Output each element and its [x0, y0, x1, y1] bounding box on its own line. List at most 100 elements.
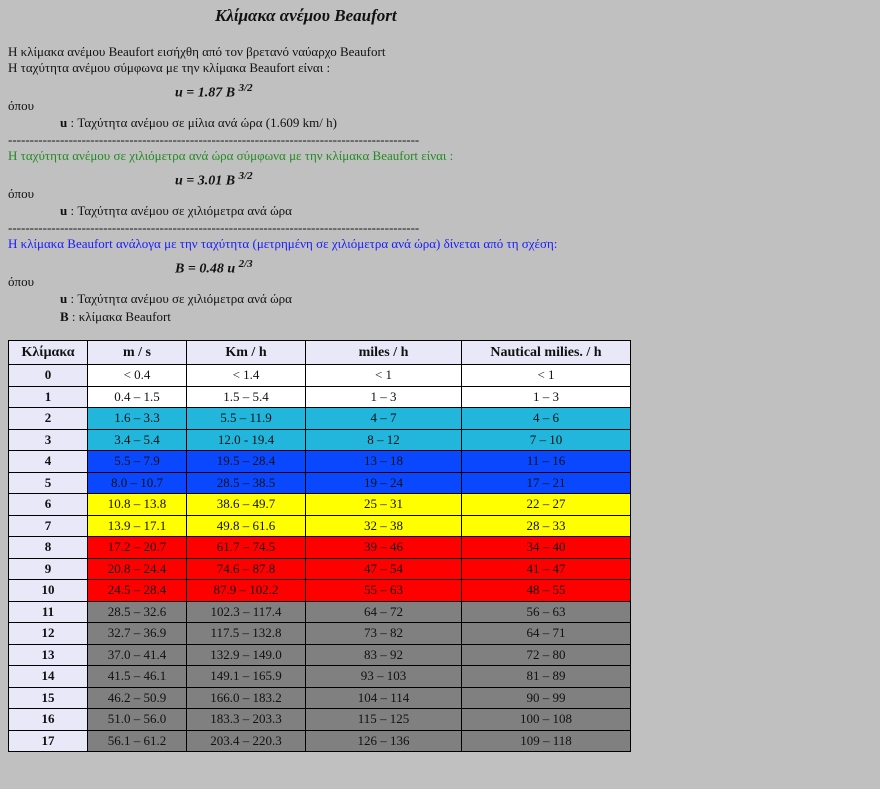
- definition-symbol: u: [60, 291, 68, 306]
- range-cell: 102.3 – 117.4: [186, 600, 306, 623]
- range-cell: 1.5 – 5.4: [186, 385, 306, 408]
- range-cell: 10.8 – 13.8: [87, 493, 187, 516]
- range-cell: 38.6 – 49.7: [186, 493, 306, 516]
- table-body: 0 < 0.4 < 1.4 < 1 < 1 1 0.4 – 1.5 1.5 – 5.4 1 – …: [8, 364, 631, 752]
- range-cell: 104 – 114: [305, 686, 462, 709]
- range-cell: 32.7 – 36.9: [87, 622, 187, 645]
- range-cell: 72 – 80: [461, 643, 631, 666]
- range-cell: 126 – 136: [305, 729, 462, 752]
- formula-text: u = 1.87 B: [175, 85, 236, 101]
- table-row: 8 17.2 – 20.7 61.7 – 74.5 39 – 46 34 – 40: [8, 536, 631, 559]
- range-cell: 51.0 – 56.0: [87, 708, 187, 731]
- table-row: 14 41.5 – 46.1 149.1 – 165.9 93 – 103 81 – 8…: [8, 665, 631, 688]
- range-cell: 8.0 – 10.7: [87, 471, 187, 494]
- definition-symbol: B: [60, 309, 69, 324]
- intro-line: Η ταχύτητα ανέμου σύμφωνα με την κλίμακα…: [8, 60, 331, 75]
- range-cell: 20.8 – 24.4: [87, 557, 187, 580]
- range-cell: 90 – 99: [461, 686, 631, 709]
- range-cell: 56.1 – 61.2: [87, 729, 187, 752]
- table-row: 3 3.4 – 5.4 12.0 - 19.4 8 – 12 7 – 10: [8, 428, 631, 451]
- scale-cell: 2: [8, 407, 88, 430]
- table-row: 7 13.9 – 17.1 49.8 – 61.6 32 – 38 28 – 33: [8, 514, 631, 537]
- column-header: Km / h: [186, 340, 306, 365]
- range-cell: 17.2 – 20.7: [87, 536, 187, 559]
- range-cell: 4 – 7: [305, 407, 462, 430]
- header-row: Κλίμακα m / s Km / h miles / h Nautical mili…: [8, 340, 631, 365]
- table-row: 12 32.7 – 36.9 117.5 – 132.8 73 – 82 64 – 71: [8, 622, 631, 645]
- table-row: 5 8.0 – 10.7 28.5 – 38.5 19 – 24 17 – 21: [8, 471, 631, 494]
- scale-cell: 1: [8, 385, 88, 408]
- range-cell: 34 – 40: [461, 536, 631, 559]
- range-cell: 117.5 – 132.8: [186, 622, 306, 645]
- definition-text: : Ταχύτητα ανέμου σε χιλιόμετρα ανά ώρα: [67, 203, 292, 218]
- definition-symbol: u: [60, 115, 68, 130]
- document: Κλίμακα ανέμου Beaufort Η κλίμακα ανέμου…: [8, 6, 872, 752]
- range-cell: 87.9 – 102.2: [186, 579, 306, 602]
- scale-cell: 9: [8, 557, 88, 580]
- scale-cell: 7: [8, 514, 88, 537]
- definition: B : κλίμακα Beaufort: [8, 308, 872, 326]
- range-cell: 13 – 18: [305, 450, 462, 473]
- range-cell: 1.6 – 3.3: [87, 407, 187, 430]
- column-header: Nautical milies. / h: [461, 340, 631, 365]
- scale-cell: 16: [8, 708, 88, 731]
- definition-symbol: u: [60, 203, 68, 218]
- section-lead: Η ταχύτητα ανέμου σε χιλιόμετρα ανά ώρα …: [8, 148, 454, 163]
- range-cell: 17 – 21: [461, 471, 631, 494]
- table-row: 9 20.8 – 24.4 74.6 – 87.8 47 – 54 41 – 47: [8, 557, 631, 580]
- definition: u : Ταχύτητα ανέμου σε μίλια ανά ώρα (1.…: [8, 114, 872, 132]
- table-row: 6 10.8 – 13.8 38.6 – 49.7 25 – 31 22 – 27: [8, 493, 631, 516]
- range-cell: 19.5 – 28.4: [186, 450, 306, 473]
- beaufort-table: Κλίμακα m / s Km / h miles / h Nautical mili…: [8, 340, 631, 752]
- title: Κλίμακα ανέμου Beaufort: [215, 6, 397, 25]
- range-cell: 61.7 – 74.5: [186, 536, 306, 559]
- intro-line: Η κλίμακα ανέμου Beaufort εισήχθη από το…: [8, 44, 386, 59]
- range-cell: 8 – 12: [305, 428, 462, 451]
- range-cell: 25 – 31: [305, 493, 462, 516]
- range-cell: < 1.4: [186, 364, 306, 387]
- range-cell: < 1: [461, 364, 631, 387]
- range-cell: 74.6 – 87.8: [186, 557, 306, 580]
- range-cell: 166.0 – 183.2: [186, 686, 306, 709]
- range-cell: 55 – 63: [305, 579, 462, 602]
- formula-text: u = 3.01 B: [175, 173, 236, 189]
- table-row: 16 51.0 – 56.0 183.3 – 203.3 115 – 125 100 –…: [8, 708, 631, 731]
- range-cell: 3.4 – 5.4: [87, 428, 187, 451]
- formula: u = 3.01 B 3/2: [8, 164, 872, 189]
- range-cell: 12.0 - 19.4: [186, 428, 306, 451]
- separator: ----------------------------------------…: [8, 132, 420, 147]
- range-cell: 48 – 55: [461, 579, 631, 602]
- range-cell: 132.9 – 149.0: [186, 643, 306, 666]
- range-cell: 0.4 – 1.5: [87, 385, 187, 408]
- range-cell: 41.5 – 46.1: [87, 665, 187, 688]
- range-cell: 39 – 46: [305, 536, 462, 559]
- separator: ----------------------------------------…: [8, 220, 420, 235]
- where-label: όπου: [8, 98, 34, 113]
- formula-exponent: 3/2: [238, 82, 253, 94]
- scale-cell: 14: [8, 665, 88, 688]
- range-cell: 56 – 63: [461, 600, 631, 623]
- scale-cell: 10: [8, 579, 88, 602]
- scale-cell: 8: [8, 536, 88, 559]
- range-cell: 81 – 89: [461, 665, 631, 688]
- range-cell: 183.3 – 203.3: [186, 708, 306, 731]
- formula-text: B = 0.48 u: [175, 261, 236, 277]
- scale-cell: 4: [8, 450, 88, 473]
- scale-cell: 3: [8, 428, 88, 451]
- scale-cell: 6: [8, 493, 88, 516]
- scale-cell: 0: [8, 364, 88, 387]
- range-cell: 41 – 47: [461, 557, 631, 580]
- where-label: όπου: [8, 274, 34, 289]
- formula: B = 0.48 u 2/3: [8, 252, 872, 277]
- formula-exponent: 2/3: [238, 258, 253, 270]
- range-cell: 115 – 125: [305, 708, 462, 731]
- definition: u : Ταχύτητα ανέμου σε χιλιόμετρα ανά ώρ…: [8, 290, 872, 308]
- range-cell: < 0.4: [87, 364, 187, 387]
- scale-cell: 13: [8, 643, 88, 666]
- range-cell: 22 – 27: [461, 493, 631, 516]
- range-cell: 13.9 – 17.1: [87, 514, 187, 537]
- range-cell: 109 – 118: [461, 729, 631, 752]
- range-cell: 73 – 82: [305, 622, 462, 645]
